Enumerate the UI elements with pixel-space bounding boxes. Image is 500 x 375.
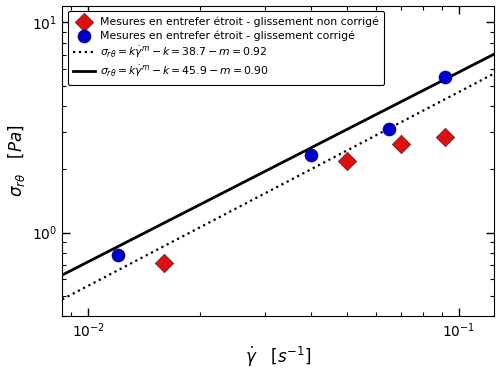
$\sigma_{r\theta} = k\dot{\gamma}^{m} - k = 38.7 - m = 0.92$	[492, 71, 498, 76]
$\sigma_{r\theta} = k\dot{\gamma}^{m} - k = 38.7 - m = 0.92$	[293, 175, 299, 179]
$\sigma_{r\theta} = k\dot{\gamma}^{m} - k = 45.9 - m = 0.90$	[267, 166, 273, 171]
$\sigma_{r\theta} = k\dot{\gamma}^{m} - k = 38.7 - m = 0.92$	[481, 76, 487, 81]
$\sigma_{r\theta} = k\dot{\gamma}^{m} - k = 45.9 - m = 0.90$	[293, 153, 299, 158]
Mesures en entrefer étroit - glissement non corrigé	[160, 260, 168, 266]
$\sigma_{r\theta} = k\dot{\gamma}^{m} - k = 45.9 - m = 0.90$	[481, 57, 487, 62]
Mesures en entrefer étroit - glissement corrigé	[308, 152, 316, 157]
Mesures en entrefer étroit - glissement corrigé	[441, 74, 449, 80]
Mesures en entrefer étroit - glissement non corrigé	[441, 134, 449, 140]
$\sigma_{r\theta} = k\dot{\gamma}^{m} - k = 45.9 - m = 0.90$	[414, 92, 420, 96]
$\sigma_{r\theta} = k\dot{\gamma}^{m} - k = 45.9 - m = 0.90$	[60, 273, 66, 277]
$\sigma_{r\theta} = k\dot{\gamma}^{m} - k = 45.9 - m = 0.90$	[492, 52, 498, 56]
X-axis label: $\dot{\gamma}$   $[s^{-1}]$: $\dot{\gamma}$ $[s^{-1}]$	[245, 345, 312, 369]
$\sigma_{r\theta} = k\dot{\gamma}^{m} - k = 45.9 - m = 0.90$	[316, 141, 322, 146]
$\sigma_{r\theta} = k\dot{\gamma}^{m} - k = 38.7 - m = 0.92$	[267, 188, 273, 193]
Mesures en entrefer étroit - glissement corrigé	[386, 126, 394, 132]
Y-axis label: $\sigma_{r\theta}$   $[Pa]$: $\sigma_{r\theta}$ $[Pa]$	[6, 124, 26, 197]
$\sigma_{r\theta} = k\dot{\gamma}^{m} - k = 45.9 - m = 0.90$	[264, 168, 270, 172]
$\sigma_{r\theta} = k\dot{\gamma}^{m} - k = 38.7 - m = 0.92$	[414, 112, 420, 116]
Line: $\sigma_{r\theta} = k\dot{\gamma}^{m} - k = 45.9 - m = 0.90$: $\sigma_{r\theta} = k\dot{\gamma}^{m} - …	[62, 54, 494, 275]
Mesures en entrefer étroit - glissement corrigé	[114, 252, 122, 258]
$\sigma_{r\theta} = k\dot{\gamma}^{m} - k = 38.7 - m = 0.92$	[316, 163, 322, 167]
Line: $\sigma_{r\theta} = k\dot{\gamma}^{m} - k = 38.7 - m = 0.92$: $\sigma_{r\theta} = k\dot{\gamma}^{m} - …	[62, 74, 494, 299]
$\sigma_{r\theta} = k\dot{\gamma}^{m} - k = 38.7 - m = 0.92$	[60, 297, 66, 302]
Mesures en entrefer étroit - glissement non corrigé	[343, 158, 351, 164]
Mesures en entrefer étroit - glissement non corrigé	[397, 141, 405, 147]
$\sigma_{r\theta} = k\dot{\gamma}^{m} - k = 38.7 - m = 0.92$	[264, 190, 270, 194]
Legend: Mesures en entrefer étroit - glissement non corrigé, Mesures en entrefer étroit : Mesures en entrefer étroit - glissement …	[68, 11, 384, 85]
